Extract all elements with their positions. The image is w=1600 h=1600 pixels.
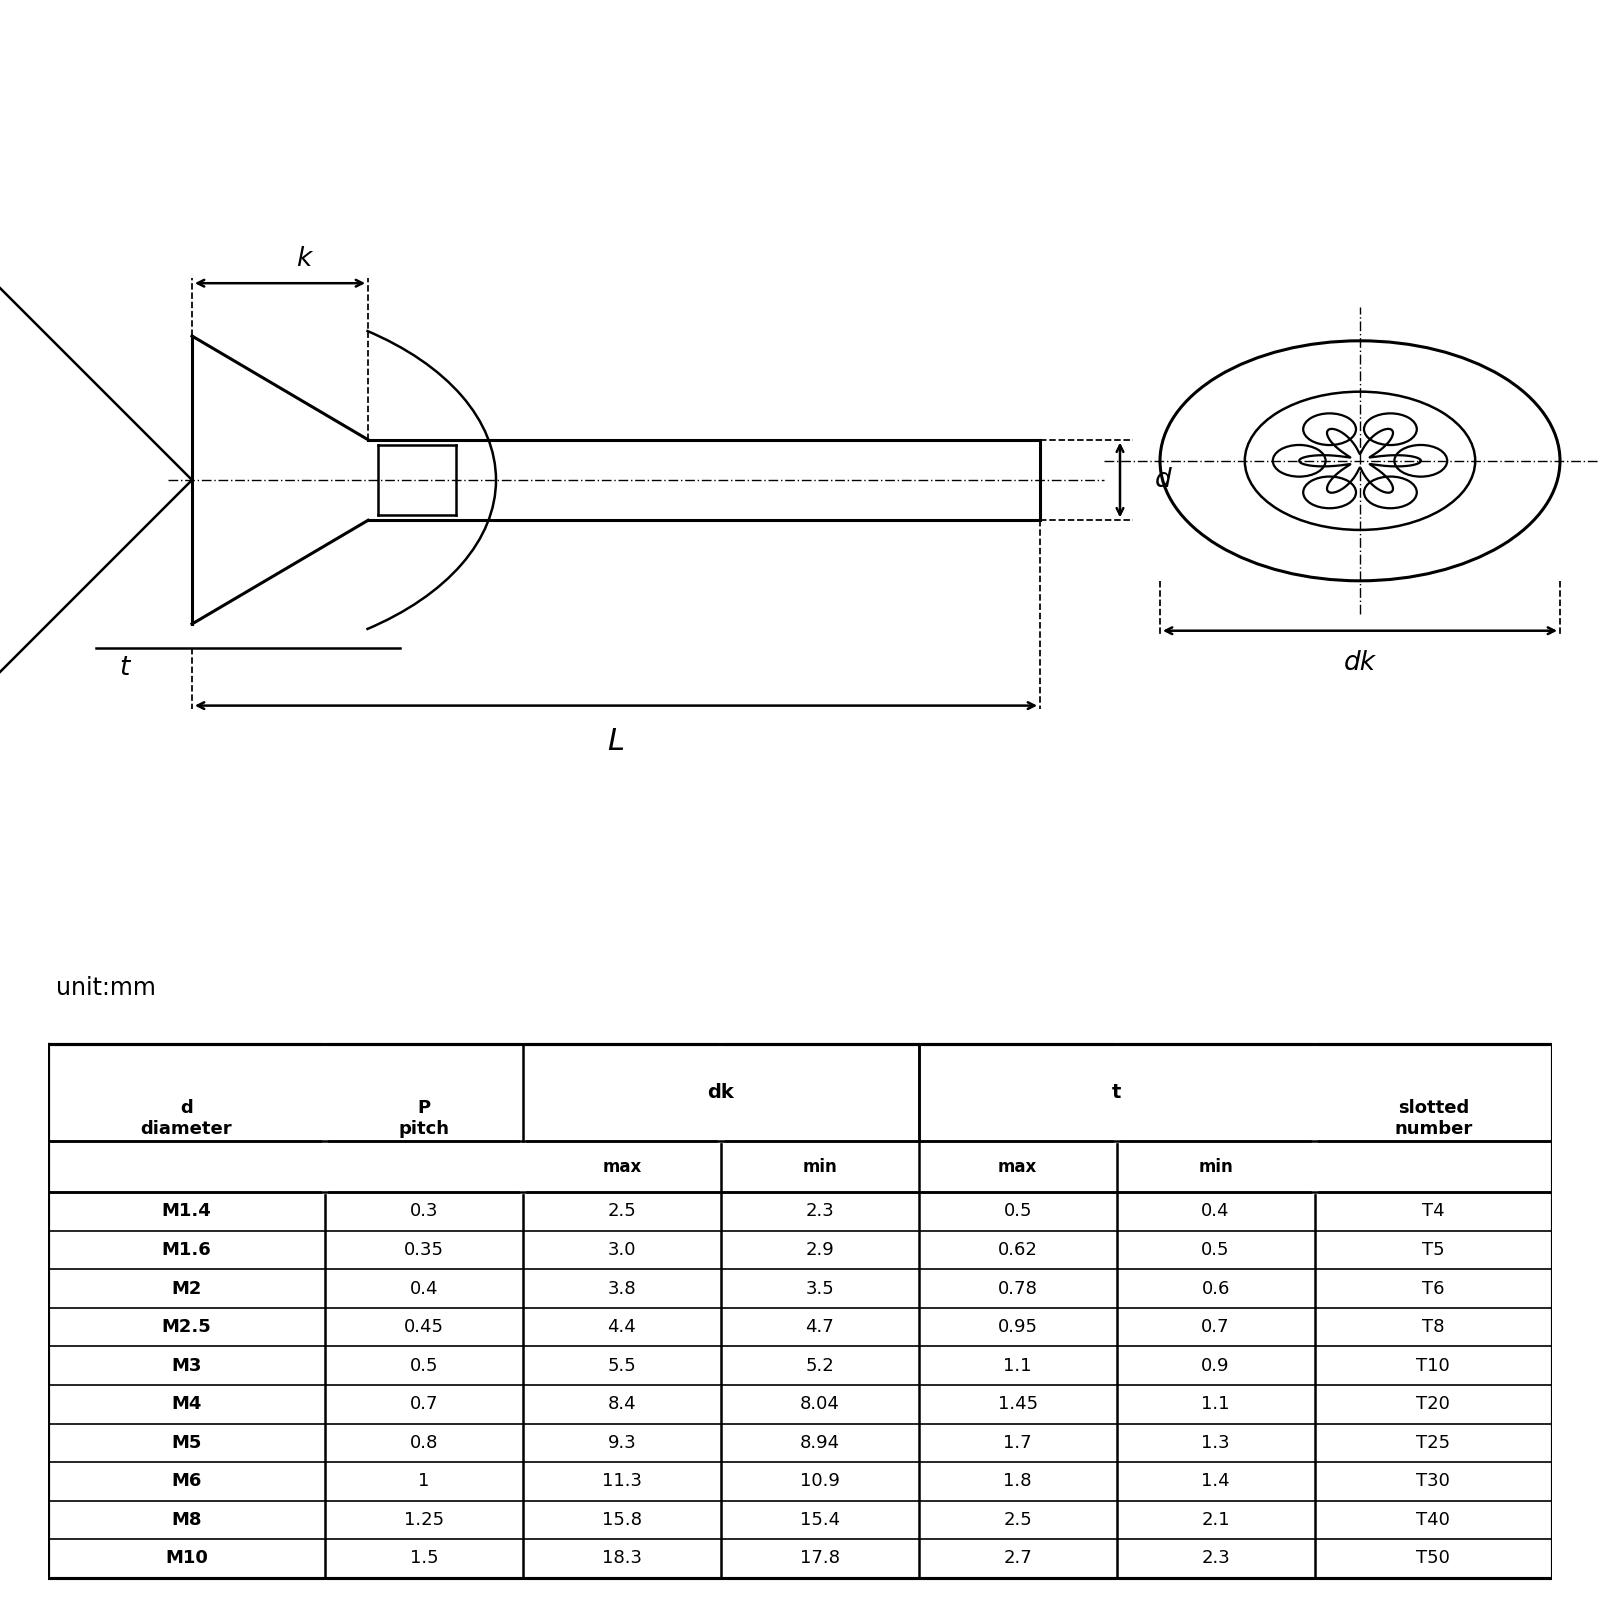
Text: 0.5: 0.5 [1202,1242,1230,1259]
Text: M4: M4 [171,1395,202,1413]
Text: T20: T20 [1416,1395,1450,1413]
Text: dk: dk [707,1083,734,1102]
Text: 0.5: 0.5 [410,1357,438,1374]
Text: 8.94: 8.94 [800,1434,840,1451]
Text: 0.62: 0.62 [998,1242,1038,1259]
Text: M5: M5 [171,1434,202,1451]
Text: 0.8: 0.8 [410,1434,438,1451]
Text: T5: T5 [1422,1242,1445,1259]
Text: T30: T30 [1416,1472,1450,1490]
Text: d: d [1155,467,1171,493]
Text: T40: T40 [1416,1510,1450,1530]
Text: 1.3: 1.3 [1202,1434,1230,1451]
Text: 0.5: 0.5 [1003,1203,1032,1221]
Text: 3.5: 3.5 [805,1280,834,1298]
Text: 8.04: 8.04 [800,1395,840,1413]
Text: t: t [120,654,130,680]
Text: T6: T6 [1422,1280,1445,1298]
Text: max: max [998,1157,1037,1176]
Text: 4.4: 4.4 [608,1318,637,1336]
Text: 2.3: 2.3 [805,1203,834,1221]
Text: 1.7: 1.7 [1003,1434,1032,1451]
Text: M2.5: M2.5 [162,1318,211,1336]
Text: M8: M8 [171,1510,202,1530]
Text: 15.8: 15.8 [602,1510,642,1530]
Text: 1.5: 1.5 [410,1549,438,1568]
Text: T4: T4 [1422,1203,1445,1221]
Text: 15.4: 15.4 [800,1510,840,1530]
Text: 2.9: 2.9 [805,1242,834,1259]
Text: 0.78: 0.78 [998,1280,1038,1298]
Text: 0.4: 0.4 [1202,1203,1230,1221]
Text: M2: M2 [171,1280,202,1298]
Text: M3: M3 [171,1357,202,1374]
Text: T50: T50 [1416,1549,1450,1568]
Text: 1.1: 1.1 [1202,1395,1230,1413]
Text: 5.5: 5.5 [608,1357,637,1374]
Text: min: min [1198,1157,1234,1176]
Text: 1.45: 1.45 [998,1395,1038,1413]
Text: k: k [296,246,312,272]
Text: 2.7: 2.7 [1003,1549,1032,1568]
Text: 5.2: 5.2 [805,1357,834,1374]
Text: T8: T8 [1422,1318,1445,1336]
Text: 0.9: 0.9 [1202,1357,1230,1374]
Text: M6: M6 [171,1472,202,1490]
Text: min: min [803,1157,837,1176]
Text: 17.8: 17.8 [800,1549,840,1568]
Text: 0.7: 0.7 [1202,1318,1230,1336]
Text: d
diameter: d diameter [141,1099,232,1138]
Text: 0.3: 0.3 [410,1203,438,1221]
Text: 3.0: 3.0 [608,1242,637,1259]
Text: M1.6: M1.6 [162,1242,211,1259]
Text: 18.3: 18.3 [602,1549,642,1568]
Text: 0.95: 0.95 [998,1318,1038,1336]
Text: M1.4: M1.4 [162,1203,211,1221]
Text: 11.3: 11.3 [602,1472,642,1490]
Text: 10.9: 10.9 [800,1472,840,1490]
Text: 8.4: 8.4 [608,1395,637,1413]
Text: 0.4: 0.4 [410,1280,438,1298]
Text: dk: dk [1344,650,1376,675]
Text: L: L [608,726,624,755]
Text: 0.45: 0.45 [403,1318,445,1336]
Text: 2.3: 2.3 [1202,1549,1230,1568]
Text: 2.1: 2.1 [1202,1510,1230,1530]
Text: 3.8: 3.8 [608,1280,637,1298]
Text: 1.4: 1.4 [1202,1472,1230,1490]
Text: 1.8: 1.8 [1003,1472,1032,1490]
Text: 4.7: 4.7 [805,1318,834,1336]
Text: T10: T10 [1416,1357,1450,1374]
Text: 1.1: 1.1 [1003,1357,1032,1374]
Text: unit:mm: unit:mm [56,976,155,1000]
Text: P
pitch: P pitch [398,1099,450,1138]
Text: 0.6: 0.6 [1202,1280,1230,1298]
Text: T25: T25 [1416,1434,1450,1451]
Text: 1: 1 [418,1472,430,1490]
Text: t: t [1112,1083,1122,1102]
Text: 2.5: 2.5 [608,1203,637,1221]
Text: 2.5: 2.5 [1003,1510,1032,1530]
Text: 1.25: 1.25 [403,1510,445,1530]
Text: 0.35: 0.35 [403,1242,445,1259]
Text: 0.7: 0.7 [410,1395,438,1413]
Text: max: max [602,1157,642,1176]
Text: slotted
number: slotted number [1394,1099,1472,1138]
Text: 9.3: 9.3 [608,1434,637,1451]
Text: M10: M10 [165,1549,208,1568]
